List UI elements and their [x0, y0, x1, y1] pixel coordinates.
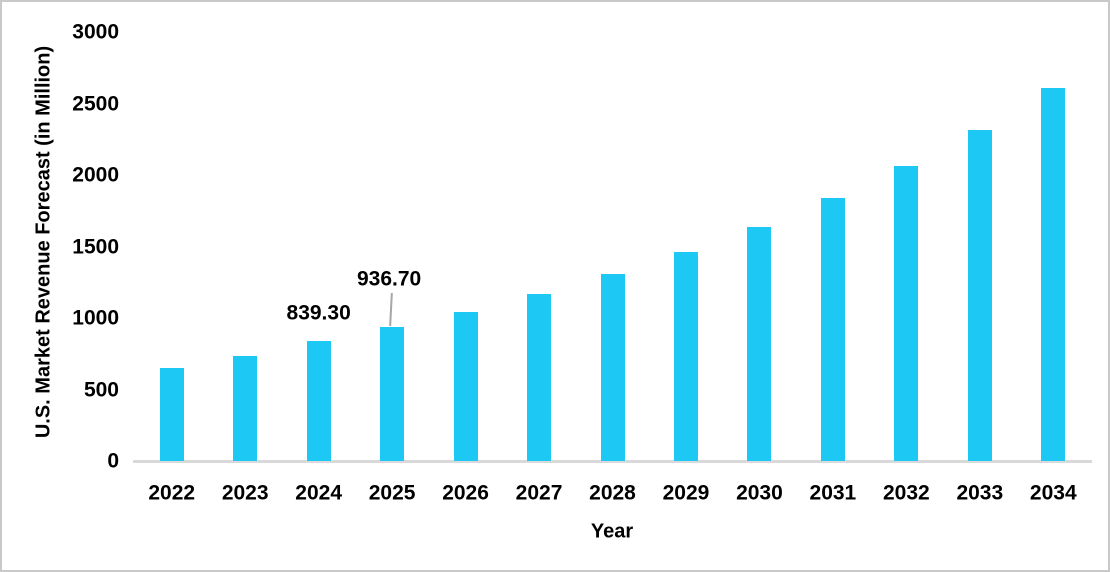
bar [600, 273, 625, 461]
bar [233, 355, 258, 461]
y-tick-label: 2500 [72, 92, 119, 115]
bar [453, 311, 478, 461]
x-tick-label: 2025 [368, 481, 416, 505]
bar [747, 227, 772, 461]
y-tick-label: 1500 [72, 235, 119, 258]
leader-line [389, 293, 393, 327]
x-tick-label: 2032 [882, 481, 930, 505]
x-tick-label: 2034 [1029, 481, 1077, 505]
x-tick-label: 2026 [442, 481, 489, 505]
bar [380, 327, 405, 461]
y-tick-label: 2000 [72, 163, 119, 187]
bar [159, 368, 184, 461]
x-tick-label: 2027 [515, 481, 563, 505]
y-tick-label: 3000 [72, 20, 119, 44]
x-tick-label: 2029 [662, 481, 710, 505]
x-tick-label: 2031 [809, 481, 857, 505]
data-label: 839.30 [286, 301, 351, 325]
x-tick-label: 2033 [956, 481, 1004, 505]
bar [820, 197, 845, 461]
bar [894, 165, 919, 461]
x-tick-label: 2030 [736, 481, 783, 505]
y-tick-label: 1000 [72, 306, 119, 330]
data-label: 936.70 [356, 267, 422, 291]
x-tick-label: 2024 [295, 481, 342, 505]
y-tick-label: 500 [83, 378, 119, 401]
x-tick-label: 2023 [221, 481, 269, 505]
bar [527, 293, 552, 461]
bar [306, 340, 331, 461]
x-axis-title: Year [590, 520, 634, 543]
bar [1041, 87, 1066, 461]
bar [967, 129, 992, 461]
bar [673, 252, 698, 461]
x-tick-label: 2022 [148, 481, 196, 505]
x-axis-line [133, 460, 1092, 463]
x-tick-label: 2028 [589, 481, 636, 505]
y-tick-label: 0 [107, 449, 119, 473]
